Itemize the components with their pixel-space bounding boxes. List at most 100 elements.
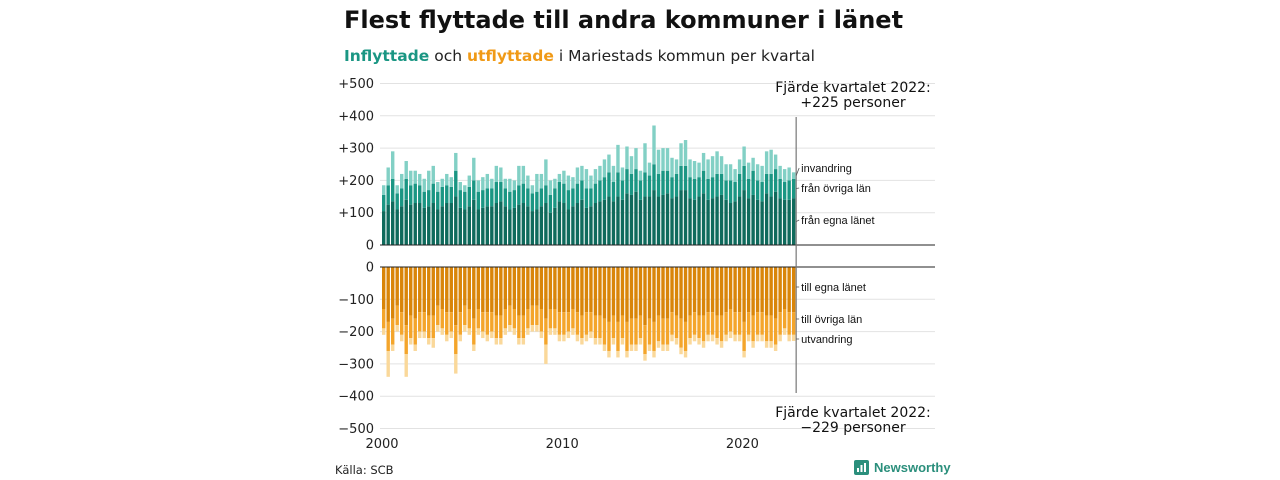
bar-out-2 — [719, 341, 724, 348]
bar-in-2 — [404, 161, 408, 179]
bar-out-1 — [724, 312, 728, 335]
bar-in-0 — [418, 203, 422, 245]
bar-in-2 — [710, 156, 715, 178]
bar-out-2 — [476, 328, 481, 335]
bar-out-1 — [602, 318, 607, 345]
bar-out-2 — [553, 328, 557, 335]
bar-out-0 — [656, 267, 661, 316]
bar-in-1 — [557, 182, 562, 202]
bar-out-0 — [791, 267, 796, 313]
bar-out-2 — [751, 341, 755, 348]
bar-out-2 — [652, 350, 656, 358]
bar-out-0 — [782, 267, 787, 309]
newsworthy-logo[interactable]: Newsworthy — [854, 460, 951, 475]
bar-in-1 — [553, 188, 557, 208]
bar-out-2 — [728, 331, 733, 339]
bar-in-2 — [530, 185, 535, 194]
bar-in-2 — [476, 180, 481, 192]
bar-out-0 — [674, 267, 679, 316]
bar-out-0 — [445, 267, 449, 313]
bar-out-1 — [688, 315, 692, 339]
bar-out-2 — [782, 328, 787, 335]
bar-out-1 — [611, 315, 616, 339]
bar-in-0 — [553, 207, 557, 245]
bar-in-2 — [458, 182, 462, 191]
bar-out-1 — [553, 308, 557, 329]
bar-in-1 — [571, 188, 575, 207]
bar-out-1 — [638, 315, 643, 339]
bar-in-0 — [503, 206, 508, 245]
bar-out-0 — [517, 267, 521, 316]
bar-in-0 — [589, 206, 593, 245]
bar-out-2 — [634, 344, 638, 351]
bar-out-2 — [670, 334, 674, 342]
bar-in-1 — [584, 188, 589, 208]
bar-out-1 — [593, 315, 598, 339]
bar-in-0 — [746, 198, 751, 245]
bar-out-1 — [679, 318, 683, 348]
bar-in-0 — [643, 196, 647, 245]
bar-in-2 — [575, 167, 580, 184]
bar-in-2 — [503, 178, 508, 189]
bar-in-1 — [773, 169, 778, 192]
bar-out-1 — [512, 308, 517, 329]
bar-out-1 — [719, 315, 724, 342]
bar-in-2 — [643, 143, 647, 173]
bar-out-1 — [499, 315, 503, 339]
bar-in-1 — [463, 191, 467, 210]
bar-in-0 — [665, 193, 670, 245]
bar-in-1 — [440, 186, 444, 207]
bar-out-1 — [494, 315, 499, 339]
bar-in-1 — [724, 180, 728, 200]
gridlines — [380, 83, 935, 429]
bar-out-1 — [575, 312, 580, 335]
bar-in-0 — [422, 207, 426, 245]
bar-in-2 — [584, 169, 589, 189]
bar-out-2 — [746, 334, 751, 342]
bar-in-1 — [539, 188, 544, 207]
bar-in-2 — [431, 165, 435, 184]
annotation-top-line1: Fjärde kvartalet 2022: — [775, 80, 931, 96]
bar-out-0 — [544, 267, 548, 319]
bar-out-0 — [386, 267, 390, 322]
bar-in-0 — [611, 201, 616, 245]
legend-label-out: till övriga län — [801, 314, 862, 326]
bar-in-0 — [728, 203, 733, 245]
bar-out-1 — [620, 315, 625, 339]
bar-in-1 — [517, 185, 521, 205]
bar-in-1 — [566, 190, 571, 210]
bar-in-0 — [548, 212, 553, 245]
bar-in-1 — [562, 183, 566, 204]
legend-label-out: utvandring — [801, 334, 852, 346]
bar-in-1 — [445, 185, 449, 204]
bar-in-2 — [440, 178, 444, 187]
source-label: Källa: SCB — [335, 463, 394, 477]
bar-in-1 — [683, 165, 688, 191]
bar-in-0 — [782, 199, 787, 245]
bar-in-0 — [404, 199, 408, 245]
bar-out-0 — [436, 267, 440, 306]
bar-out-0 — [688, 267, 692, 316]
bar-out-2 — [638, 338, 643, 345]
bar-out-1 — [544, 318, 548, 345]
bar-in-1 — [634, 169, 638, 192]
bar-out-0 — [431, 267, 435, 316]
bar-in-2 — [400, 173, 404, 189]
bar-in-1 — [535, 191, 539, 210]
bar-out-2 — [571, 328, 575, 335]
bar-in-1 — [751, 170, 755, 195]
bar-in-0 — [544, 203, 548, 245]
bar-in-0 — [386, 204, 390, 246]
bar-out-1 — [697, 315, 701, 339]
bar-out-1 — [661, 318, 665, 345]
bar-out-2 — [463, 325, 467, 332]
chart-title: Flest flyttade till andra kommuner i län… — [344, 6, 904, 34]
bar-in-0 — [629, 194, 634, 245]
bar-in-1 — [575, 183, 580, 204]
bar-out-1 — [701, 315, 706, 342]
bar-in-0 — [724, 199, 728, 245]
bar-out-0 — [553, 267, 557, 309]
bar-out-1 — [557, 312, 562, 335]
bar-out-1 — [742, 321, 746, 351]
bar-out-2 — [517, 338, 521, 345]
